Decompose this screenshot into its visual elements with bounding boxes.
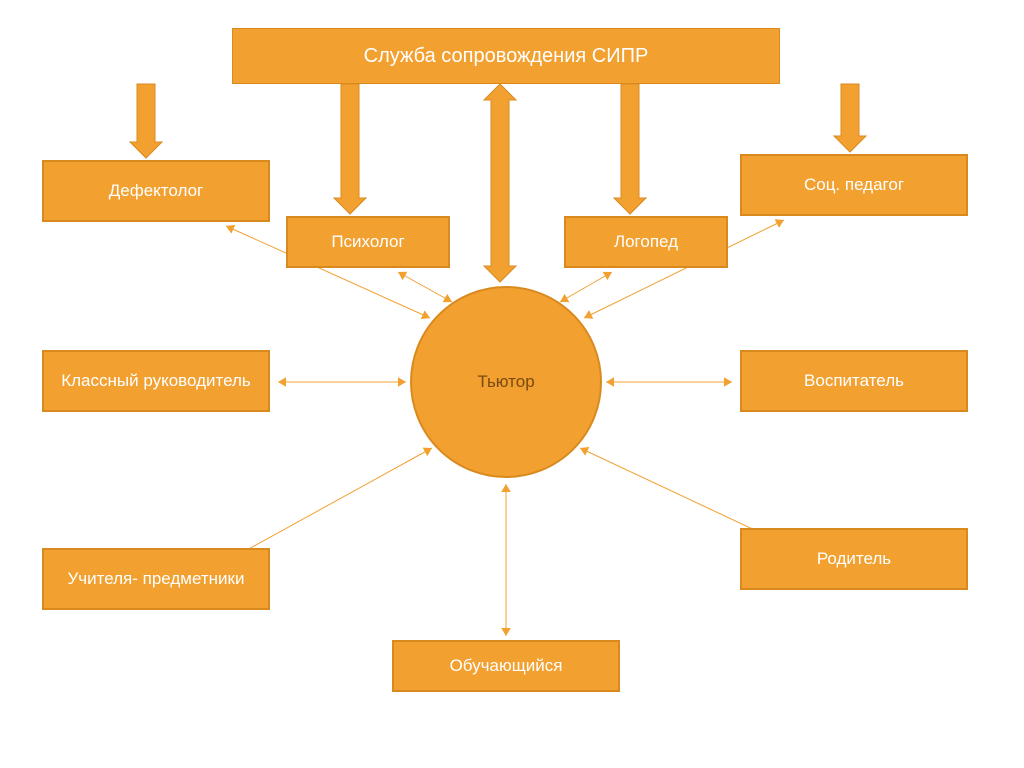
node-defectologist: Дефектолог bbox=[42, 160, 270, 222]
edge-center-logop bbox=[560, 272, 612, 302]
block-arrow-to-socped bbox=[834, 84, 866, 152]
logop-label: Логопед bbox=[614, 232, 678, 252]
edge-center-teachers bbox=[236, 448, 432, 557]
node-class-supervisor: Классный руководитель bbox=[42, 350, 270, 412]
block-arrow-mid bbox=[484, 84, 516, 282]
node-subject-teachers: Учителя- предметники bbox=[42, 548, 270, 610]
socped-label: Соц. педагог bbox=[804, 175, 904, 195]
header-label: Служба сопровождения СИПР bbox=[364, 45, 649, 68]
edge-center-vospit bbox=[606, 377, 732, 387]
learner-label: Обучающийся bbox=[450, 656, 563, 676]
klassruk-label: Классный руководитель bbox=[61, 371, 251, 391]
edge-center-rodit bbox=[580, 447, 776, 541]
node-logopedist: Логопед bbox=[564, 216, 728, 268]
diagram-stage: { "diagram": { "type": "network", "canva… bbox=[0, 0, 1024, 768]
node-educator: Воспитатель bbox=[740, 350, 968, 412]
center-circle: Тьютор bbox=[410, 286, 602, 478]
center-label: Тьютор bbox=[477, 372, 534, 392]
edge-center-klassruk bbox=[278, 377, 406, 387]
block-arrow-to-defect bbox=[130, 84, 162, 158]
defect-label: Дефектолог bbox=[109, 181, 203, 201]
rodit-label: Родитель bbox=[817, 549, 891, 569]
node-learner: Обучающийся bbox=[392, 640, 620, 692]
block-arrow-to-logop bbox=[614, 84, 646, 214]
teachers-label: Учителя- предметники bbox=[68, 569, 245, 589]
psych-label: Психолог bbox=[331, 232, 404, 252]
vospit-label: Воспитатель bbox=[804, 371, 904, 391]
node-social-pedagogue: Соц. педагог bbox=[740, 154, 968, 216]
node-psychologist: Психолог bbox=[286, 216, 450, 268]
header-box: Служба сопровождения СИПР bbox=[232, 28, 780, 84]
edge-center-learner bbox=[501, 484, 511, 636]
node-parent: Родитель bbox=[740, 528, 968, 590]
block-arrow-to-psych bbox=[334, 84, 366, 214]
edge-center-psych bbox=[398, 272, 452, 303]
